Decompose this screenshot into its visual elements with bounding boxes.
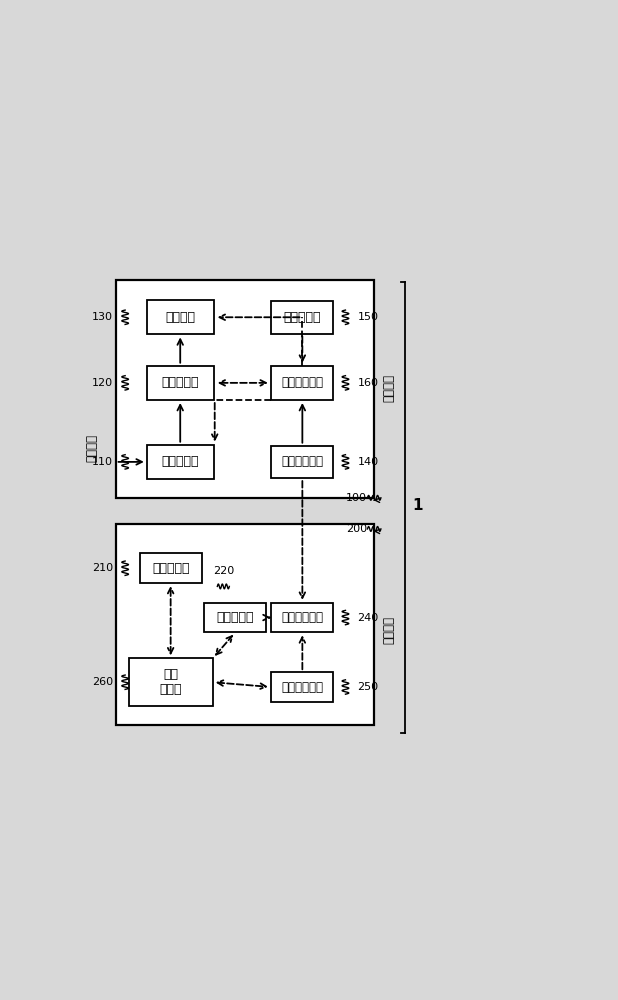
Bar <box>129 658 213 706</box>
Text: 动作传感器: 动作传感器 <box>216 611 254 624</box>
Text: 260: 260 <box>92 677 113 687</box>
Bar <box>140 553 202 583</box>
Text: 160: 160 <box>357 378 378 388</box>
Text: 250: 250 <box>357 682 379 692</box>
Bar <box>116 280 375 498</box>
Text: 110: 110 <box>92 457 113 467</box>
Text: 220: 220 <box>213 566 234 576</box>
Text: 显示装置: 显示装置 <box>382 374 395 402</box>
Bar <box>204 603 266 632</box>
Text: 输入装置: 输入装置 <box>382 616 395 644</box>
Bar <box>146 366 214 400</box>
Text: 第二通信单元: 第二通信单元 <box>281 611 323 624</box>
Bar <box>271 446 334 478</box>
Text: 100: 100 <box>346 493 367 503</box>
Text: 第二存储单元: 第二存储单元 <box>281 681 323 694</box>
Text: 240: 240 <box>357 613 379 623</box>
Bar <box>146 445 214 479</box>
Text: 显示单元: 显示单元 <box>165 311 195 324</box>
Bar <box>271 672 334 702</box>
Text: 第二
控制器: 第二 控制器 <box>159 668 182 696</box>
Bar <box>271 301 334 334</box>
Text: 触摸传感器: 触摸传感器 <box>152 562 189 575</box>
Bar <box>116 524 375 725</box>
Text: 140: 140 <box>357 457 379 467</box>
Text: 第一存储单元: 第一存储单元 <box>281 376 323 389</box>
Bar <box>271 366 334 400</box>
Text: 1: 1 <box>413 497 423 512</box>
Text: 图像处理器: 图像处理器 <box>161 376 199 389</box>
Text: 150: 150 <box>357 312 378 322</box>
Text: 130: 130 <box>92 312 113 322</box>
Text: 120: 120 <box>92 378 113 388</box>
Text: 第一控制器: 第一控制器 <box>284 311 321 324</box>
Text: 图像信号: 图像信号 <box>85 434 98 462</box>
Text: 图像接收器: 图像接收器 <box>161 455 199 468</box>
Text: 200: 200 <box>346 524 367 534</box>
Text: 210: 210 <box>92 563 113 573</box>
Bar <box>146 300 214 334</box>
Text: 第一通信单元: 第一通信单元 <box>281 455 323 468</box>
Bar <box>271 603 334 632</box>
